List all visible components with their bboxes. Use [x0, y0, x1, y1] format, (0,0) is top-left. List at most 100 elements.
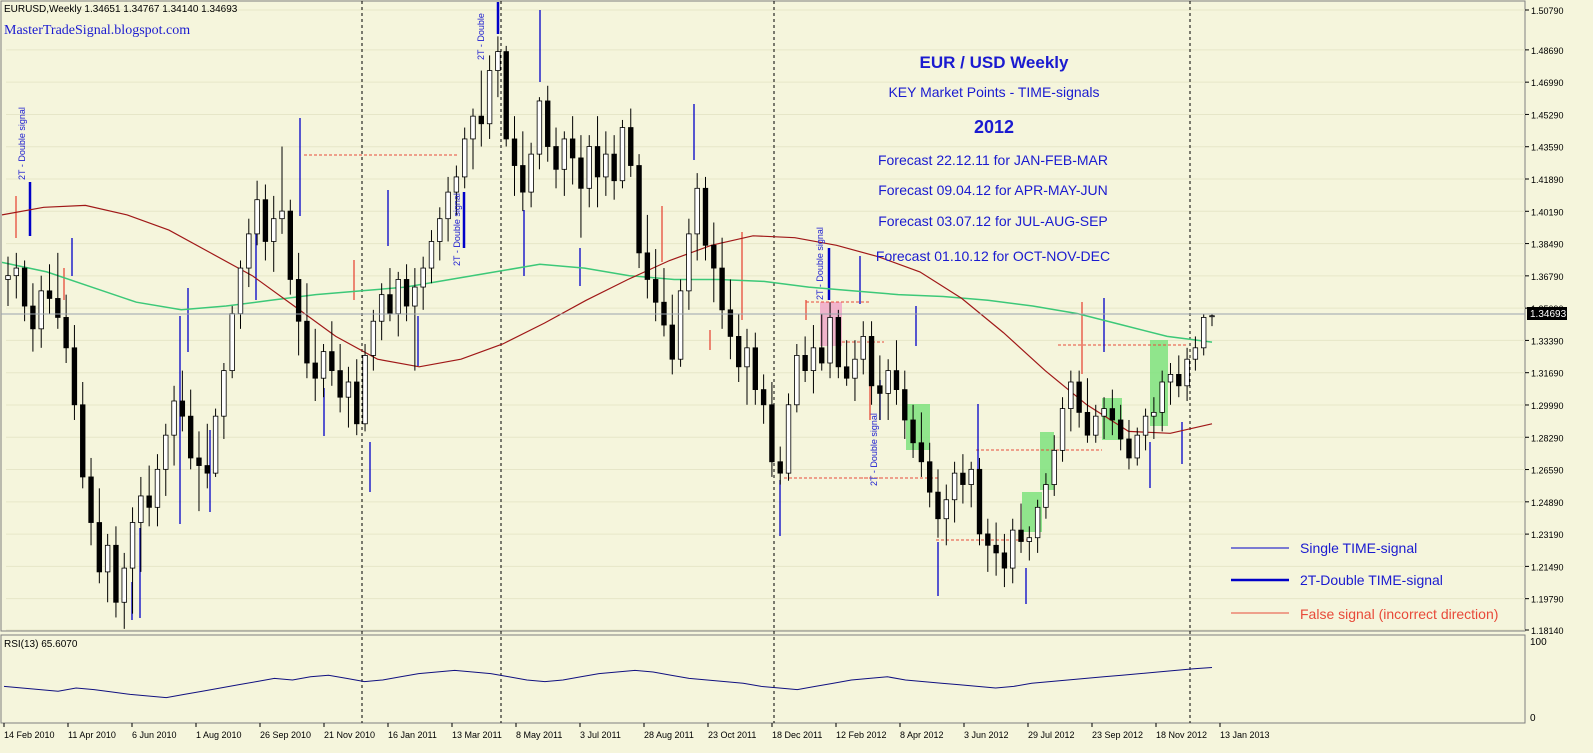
- bear-candle: [719, 267, 725, 311]
- bear-candle: [669, 324, 675, 360]
- bear-candle: [835, 317, 842, 368]
- bull-candle: [1184, 358, 1190, 387]
- bull-candle: [229, 313, 235, 372]
- annotation-subtitle: KEY Market Points - TIME-signals: [888, 84, 1099, 100]
- bear-candle: [553, 146, 559, 170]
- bull-candle: [677, 290, 684, 360]
- bear-candle: [736, 336, 742, 368]
- x-tick-label: 1 Aug 2010: [196, 730, 242, 740]
- x-tick-label: 29 Jul 2012: [1028, 730, 1075, 740]
- double-signal-label-5: 2T - Double signal: [869, 413, 879, 486]
- bear-candle: [702, 187, 709, 246]
- y-tick-label: 1.31690: [1531, 369, 1564, 379]
- bull-candle: [154, 468, 161, 508]
- bull-candle: [38, 290, 44, 330]
- bull-candle: [785, 404, 792, 474]
- bear-candle: [711, 244, 717, 269]
- bear-candle: [520, 165, 526, 193]
- bull-candle: [1167, 374, 1174, 383]
- rsi-line: [3, 667, 1213, 699]
- x-tick-label: 26 Sep 2010: [260, 730, 311, 740]
- bull-candle: [827, 317, 833, 364]
- x-tick-label: 23 Sep 2012: [1092, 730, 1143, 740]
- legend-double-label: 2T-Double TIME-signal: [1300, 572, 1443, 588]
- bull-candle: [1209, 315, 1215, 318]
- symbol-line: EURUSD,Weekly 1.34651 1.34767 1.34140 1.…: [4, 4, 238, 15]
- x-tick-label: 23 Oct 2011: [708, 730, 756, 740]
- bull-candle: [445, 191, 451, 220]
- y-tick-label: 1.45290: [1531, 110, 1564, 120]
- legend-false-label: False signal (incorrect direction): [1300, 606, 1498, 622]
- bear-candle: [636, 165, 642, 254]
- bull-candle: [370, 320, 377, 356]
- bull-candle: [453, 176, 460, 193]
- bull-candle: [395, 279, 401, 315]
- bull-candle: [428, 241, 435, 269]
- bull-candle: [1201, 317, 1207, 349]
- bear-candle: [918, 442, 925, 463]
- candles: [5, 36, 1215, 629]
- bull-candle: [943, 499, 949, 520]
- rsi-plot-frame: [0, 634, 1526, 724]
- bear-candle: [777, 461, 783, 474]
- bull-candle: [246, 233, 252, 269]
- y-tick-label: 1.33390: [1531, 336, 1564, 346]
- bear-candle: [1117, 419, 1124, 440]
- bull-candle: [1043, 484, 1049, 508]
- bull-candle: [279, 210, 285, 220]
- double-signal-label-2: 2T - Double: [476, 13, 486, 60]
- bear-candle: [46, 290, 53, 299]
- bull-candle: [420, 267, 426, 288]
- bear-candle: [843, 366, 850, 379]
- bear-candle: [1084, 411, 1091, 436]
- bull-candle: [1026, 537, 1033, 542]
- bull-candle: [221, 370, 227, 417]
- x-tick-label: 28 Aug 2011: [644, 730, 694, 740]
- ma-slow-line: [1, 204, 1213, 434]
- bear-candle: [893, 370, 900, 390]
- bear-candle: [503, 51, 509, 140]
- bull-candle: [212, 415, 219, 474]
- bull-candle: [495, 51, 501, 71]
- forecast-3: Forecast 03.07.12 for JUL-AUG-SEP: [878, 213, 1108, 229]
- y-tick-label: 1.26590: [1531, 466, 1564, 476]
- x-tick-label: 13 Jan 2013: [1220, 730, 1270, 740]
- bull-candle: [1034, 506, 1041, 539]
- bear-candle: [146, 495, 152, 508]
- bull-candle: [412, 286, 418, 307]
- bull-candle: [378, 294, 385, 322]
- forecast-1: Forecast 22.12.11 for JAN-FEB-MAR: [878, 152, 1108, 168]
- forecast-4: Forecast 01.10.12 for OCT-NOV-DEC: [876, 248, 1110, 264]
- bear-candle: [652, 279, 659, 303]
- bull-candle: [852, 358, 858, 379]
- site-label: MasterTradeSignal.blogspot.com: [4, 23, 190, 38]
- bull-candle: [320, 351, 327, 379]
- bull-candle: [744, 347, 750, 368]
- bull-candle: [1010, 529, 1016, 569]
- price-label-box: [1527, 307, 1567, 320]
- bear-candle: [802, 355, 808, 372]
- y-tick-label: 1.29990: [1531, 401, 1564, 411]
- ma-fast-line: [1, 261, 1213, 343]
- bear-candle: [511, 138, 518, 166]
- bull-candle: [5, 275, 11, 280]
- y-tick-label: 1.21490: [1531, 562, 1564, 572]
- bear-candle: [868, 336, 875, 387]
- bear-candle: [304, 320, 310, 364]
- bear-candle: [760, 389, 767, 406]
- bear-candle: [387, 294, 393, 315]
- bear-candle: [611, 153, 617, 182]
- x-tick-label: 14 Feb 2010: [4, 730, 55, 740]
- bear-candle: [403, 279, 410, 307]
- double-signal-label-3: 2T - Double signal: [452, 193, 462, 266]
- y-tick-label: 1.18140: [1531, 626, 1564, 636]
- bull-candle: [1192, 347, 1199, 360]
- bear-candle: [644, 252, 651, 280]
- bull-candle: [586, 146, 592, 189]
- bear-candle: [578, 157, 584, 189]
- bull-candle: [271, 218, 277, 242]
- y-tick-label: 1.38490: [1531, 240, 1564, 250]
- bull-candle: [362, 355, 368, 425]
- bear-candle: [594, 146, 601, 178]
- annotation-title: EUR / USD Weekly: [920, 53, 1070, 72]
